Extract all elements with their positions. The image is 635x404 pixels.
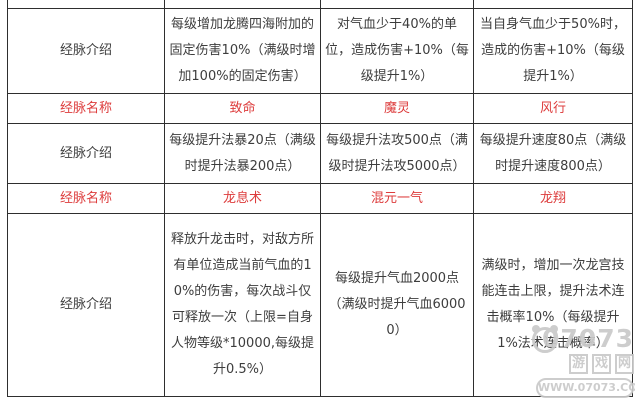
intro-cell-fengxing: 当自身气血少于50%时，造成的伤害+10%（每级提升1%）	[473, 8, 633, 94]
row-header-intro: 经脉介绍	[7, 8, 165, 94]
table-row-name-2: 经脉名称 龙息术 混元一气 龙翔	[7, 183, 633, 214]
watermark-site-name: 游 戏 网	[536, 354, 634, 374]
table-row-spacer	[7, 0, 633, 9]
intro-cell-shenglongji: 释放升龙击时，对敌方所有单位造成当前气血的10%的伤害，每次战斗仅可释放一次（上…	[164, 213, 321, 397]
spacer-cell	[164, 0, 321, 9]
intro-cell-hunyuanyiqi: 每级提升法攻500点（满级时提升法攻5000点）	[320, 123, 474, 184]
watermark-panda-logo-icon	[532, 325, 558, 353]
watermark: 07073 游 戏 网 WWW.07073.COM	[532, 325, 635, 398]
guide-table-page: 经脉介绍 每级增加龙腾四海附加的固定伤害10%（满级时增加100%的固定伤害） …	[7, 0, 633, 397]
name-cell: 龙翔	[473, 183, 633, 214]
table-row-intro-1: 经脉介绍 每级增加龙腾四海附加的固定伤害10%（满级时增加100%的固定伤害） …	[7, 8, 633, 94]
watermark-site-char: 网	[614, 354, 634, 374]
meridian-table: 经脉介绍 每级增加龙腾四海附加的固定伤害10%（满级时增加100%的固定伤害） …	[7, 0, 633, 397]
spacer-cell	[7, 0, 165, 9]
spacer-cell	[473, 0, 633, 9]
table-row-intro-2: 经脉介绍 每级提升法暴20点（满级时提升法暴200点） 每级提升法攻500点（满…	[7, 123, 633, 184]
row-header-name: 经脉名称	[7, 183, 165, 214]
row-header-intro: 经脉介绍	[7, 213, 165, 397]
name-cell: 致命	[164, 93, 321, 124]
table-row-intro-3: 经脉介绍 释放升龙击时，对敌方所有单位造成当前气血的10%的伤害，每次战斗仅可释…	[7, 213, 633, 397]
spacer-cell	[320, 0, 474, 9]
table-row-name-1: 经脉名称 致命 魔灵 风行	[7, 93, 633, 124]
row-header-intro: 经脉介绍	[7, 123, 165, 184]
watermark-site-char: 游	[568, 354, 588, 374]
name-cell: 风行	[473, 93, 633, 124]
intro-cell-longxishu: 每级提升法暴20点（满级时提升法暴200点）	[164, 123, 321, 184]
intro-cell-qixue: 每级提升气血2000点（满级时提升气血60000）	[320, 213, 474, 397]
name-cell: 龙息术	[164, 183, 321, 214]
intro-cell-zhiming: 每级增加龙腾四海附加的固定伤害10%（满级时增加100%的固定伤害）	[164, 8, 321, 94]
watermark-site-char: 戏	[591, 354, 611, 374]
intro-cell-moling: 对气血少于40%的单位，造成伤害+10%（每级提升1%）	[320, 8, 474, 94]
name-cell: 魔灵	[320, 93, 474, 124]
row-header-name: 经脉名称	[7, 93, 165, 124]
intro-cell-longxiang: 每级提升速度80点（满级时提升速度800点）	[473, 123, 633, 184]
watermark-url: WWW.07073.COM	[536, 378, 635, 398]
intro-cell-lianji: 满级时，增加一次龙宫技能连击上限，提升法术连击概率10%（每级提升1%法术连击概…	[473, 213, 633, 397]
name-cell: 混元一气	[320, 183, 474, 214]
